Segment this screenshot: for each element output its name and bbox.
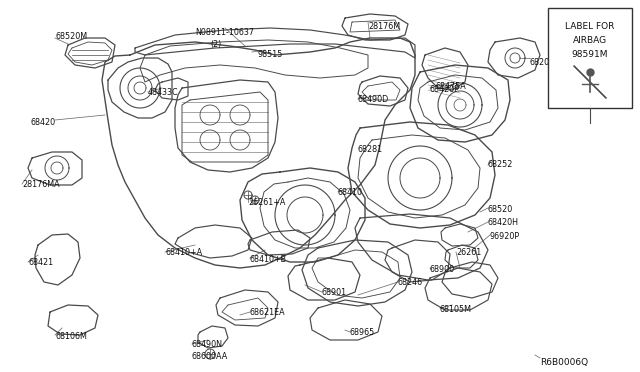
Text: 98591M: 98591M — [572, 50, 608, 59]
Text: 68965: 68965 — [350, 328, 375, 337]
Text: 28176M: 28176M — [368, 22, 400, 31]
Text: 68621EA: 68621EA — [250, 308, 285, 317]
Text: R6B0006Q: R6B0006Q — [540, 358, 588, 367]
Text: 68900: 68900 — [430, 265, 455, 274]
Text: 68520M: 68520M — [55, 32, 87, 41]
Text: 68281: 68281 — [358, 145, 383, 154]
Text: 68105M: 68105M — [440, 305, 472, 314]
Text: 28176MA: 28176MA — [22, 180, 60, 189]
Text: 68490N: 68490N — [192, 340, 223, 349]
Text: LABEL FOR: LABEL FOR — [565, 22, 614, 31]
Text: 68252: 68252 — [488, 160, 513, 169]
Text: 68410+B: 68410+B — [250, 255, 287, 264]
Text: 68600AA: 68600AA — [192, 352, 228, 361]
Bar — [548, 8, 632, 108]
Text: (2): (2) — [210, 40, 221, 49]
Text: 68475A: 68475A — [436, 82, 467, 91]
Text: 68520: 68520 — [488, 205, 513, 214]
Text: 68421: 68421 — [28, 258, 53, 267]
Text: AIRBAG: AIRBAG — [573, 36, 607, 45]
Text: 68420: 68420 — [30, 118, 55, 127]
Text: 68410: 68410 — [338, 188, 363, 197]
Text: N08911-10637: N08911-10637 — [195, 28, 254, 37]
Text: 68106M: 68106M — [55, 332, 87, 341]
Text: 48433C: 48433C — [148, 88, 179, 97]
Text: 68200: 68200 — [530, 58, 555, 67]
Text: 68901: 68901 — [322, 288, 347, 297]
Text: 68246: 68246 — [398, 278, 423, 287]
Text: 98515: 98515 — [258, 50, 284, 59]
Text: 68410+A: 68410+A — [165, 248, 202, 257]
Text: 68420H: 68420H — [488, 218, 519, 227]
Text: 96920P: 96920P — [490, 232, 520, 241]
Text: 26261: 26261 — [456, 248, 481, 257]
Text: 68420P: 68420P — [430, 85, 460, 94]
Text: 26261+A: 26261+A — [248, 198, 285, 207]
Text: 68490D: 68490D — [358, 95, 389, 104]
